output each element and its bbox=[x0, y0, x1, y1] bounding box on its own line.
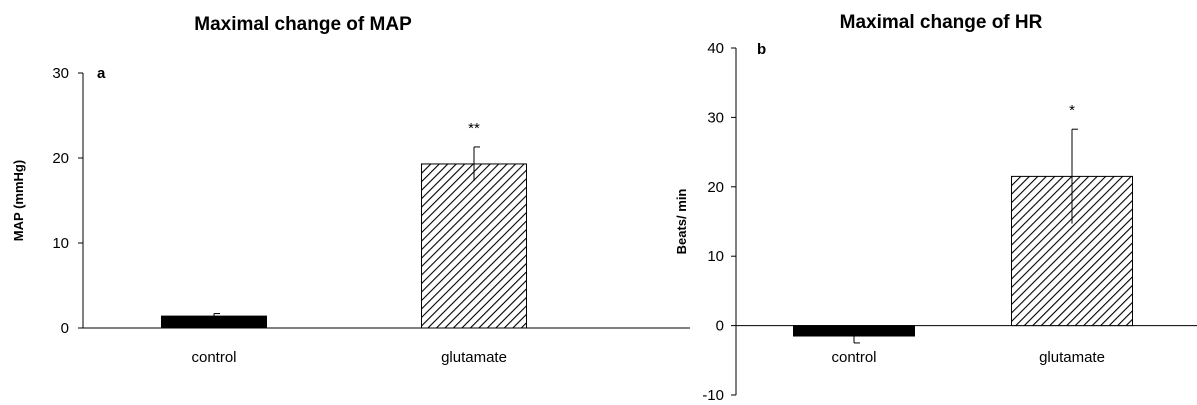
chart-title: Maximal change of HR bbox=[840, 12, 1043, 33]
category-label-control: control bbox=[831, 349, 876, 366]
panel-label: a bbox=[97, 65, 106, 82]
category-label-control: control bbox=[191, 349, 236, 366]
significance-marker: * bbox=[1069, 102, 1075, 119]
y-tick-label: 10 bbox=[707, 248, 724, 265]
y-axis-label: Beats/ min bbox=[674, 189, 689, 255]
bar-glutamate bbox=[421, 163, 527, 329]
category-label-glutamate: glutamate bbox=[441, 349, 507, 366]
y-axis-label: MAP (mmHg) bbox=[11, 160, 26, 241]
panel-label: b bbox=[757, 41, 766, 58]
chart-map: Maximal change of MAP a MAP (mmHg) 0 10 20 30 c… bbox=[11, 14, 690, 366]
y-tick-label: 10 bbox=[52, 235, 69, 252]
category-label-glutamate: glutamate bbox=[1039, 349, 1105, 366]
y-tick-label: 20 bbox=[707, 179, 724, 196]
significance-marker: ** bbox=[468, 120, 480, 137]
y-tick-label: 20 bbox=[52, 150, 69, 167]
chart-title: Maximal change of MAP bbox=[194, 14, 412, 35]
y-tick-label: 40 bbox=[707, 40, 724, 57]
chart-hr: Maximal change of HR b Beats/ min -10 0 10 20 3… bbox=[674, 12, 1197, 404]
y-tick-label: 30 bbox=[52, 65, 69, 82]
y-tick-label: 30 bbox=[707, 109, 724, 126]
y-tick-label: -10 bbox=[702, 387, 724, 404]
y-tick-label: 0 bbox=[61, 320, 69, 337]
y-tick-label: 0 bbox=[716, 318, 724, 335]
